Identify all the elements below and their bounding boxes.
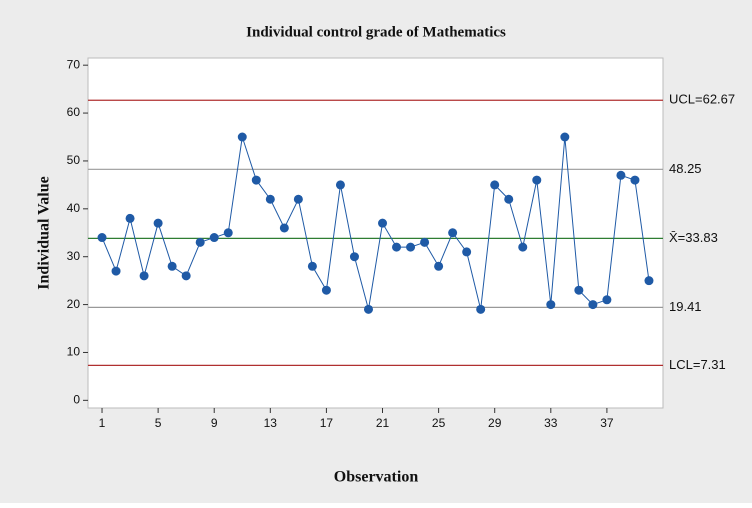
x-tick-label: 1 xyxy=(99,416,106,430)
y-tick-label: 50 xyxy=(67,153,81,167)
data-point xyxy=(167,261,177,271)
data-point xyxy=(532,175,542,185)
x-tick-label: 25 xyxy=(432,416,446,430)
data-point xyxy=(307,261,317,271)
y-tick-label: 10 xyxy=(67,345,81,359)
reference-label: UCL=62.67 xyxy=(669,92,735,107)
data-point xyxy=(321,285,331,295)
x-tick-label: 5 xyxy=(155,416,162,430)
data-point xyxy=(111,266,121,276)
y-axis-label: Individual Value xyxy=(36,176,53,289)
y-tick-label: 20 xyxy=(67,297,81,311)
data-point xyxy=(349,252,359,262)
x-tick-label: 29 xyxy=(488,416,502,430)
data-point xyxy=(462,247,472,257)
data-point xyxy=(616,170,626,180)
data-point xyxy=(644,276,654,286)
reference-label: X̄=33.83 xyxy=(669,230,718,245)
reference-label: LCL=7.31 xyxy=(669,357,726,372)
data-point xyxy=(434,261,444,271)
y-tick-label: 40 xyxy=(67,201,81,215)
data-point xyxy=(602,295,612,305)
data-point xyxy=(476,304,486,314)
reference-label: 48.25 xyxy=(669,161,702,176)
data-point xyxy=(490,180,500,190)
data-point xyxy=(392,242,402,252)
x-tick-label: 21 xyxy=(376,416,390,430)
data-point xyxy=(363,304,373,314)
data-point xyxy=(279,223,289,233)
data-point xyxy=(237,132,247,142)
series-line xyxy=(101,136,650,310)
data-point xyxy=(293,194,303,204)
data-point xyxy=(97,233,107,243)
data-point xyxy=(588,300,598,310)
data-point xyxy=(574,285,584,295)
data-point xyxy=(560,132,570,142)
x-tick-label: 9 xyxy=(211,416,218,430)
data-point xyxy=(546,300,556,310)
data-point xyxy=(335,180,345,190)
data-point xyxy=(378,218,388,228)
data-point xyxy=(223,228,233,238)
chart-title: Individual control grade of Mathematics xyxy=(246,24,506,40)
data-point xyxy=(630,175,640,185)
y-tick-label: 70 xyxy=(67,57,81,71)
reference-label: 19.41 xyxy=(669,299,702,314)
x-tick-label: 37 xyxy=(600,416,614,430)
x-tick-label: 17 xyxy=(320,416,334,430)
data-point xyxy=(195,237,205,247)
data-point xyxy=(265,194,275,204)
data-point xyxy=(153,218,163,228)
data-point xyxy=(251,175,261,185)
x-tick-label: 13 xyxy=(264,416,278,430)
data-point xyxy=(125,213,135,223)
data-point xyxy=(448,228,458,238)
data-point xyxy=(181,271,191,281)
data-point xyxy=(518,242,528,252)
y-tick-label: 30 xyxy=(67,249,81,263)
data-point xyxy=(406,242,416,252)
x-axis-label: Observation xyxy=(334,469,419,486)
y-tick-label: 60 xyxy=(67,105,81,119)
data-point xyxy=(420,237,430,247)
y-tick-label: 0 xyxy=(73,393,80,407)
data-point xyxy=(504,194,514,204)
plot-area xyxy=(87,57,664,409)
x-tick-label: 33 xyxy=(544,416,558,430)
data-point xyxy=(209,233,219,243)
data-point xyxy=(139,271,149,281)
